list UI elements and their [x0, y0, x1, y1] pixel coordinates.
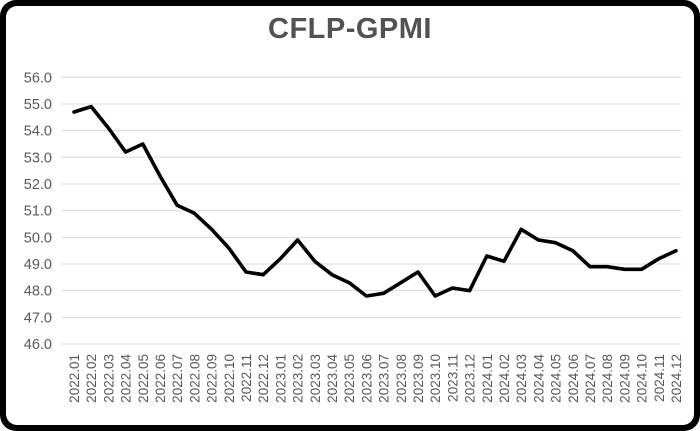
x-tick-label: 2022.07: [170, 354, 185, 403]
x-tick-label: 2023.02: [291, 354, 306, 403]
x-tick-label: 2024.12: [669, 354, 684, 403]
x-tick-label: 2023.10: [428, 354, 443, 403]
x-tick-label: 2023.03: [308, 354, 323, 403]
y-tick-label: 48.0: [24, 284, 52, 300]
y-tick-label: 51.0: [24, 204, 52, 220]
x-tick-label: 2023.01: [273, 354, 288, 403]
y-tick-label: 49.0: [24, 257, 52, 273]
x-tick-label: 2022.09: [205, 354, 220, 403]
data-series-line: [72, 104, 678, 298]
x-tick-label: 2024.09: [617, 354, 632, 403]
x-tick-label: 2024.02: [497, 354, 512, 403]
x-tick-label: 2022.08: [187, 354, 202, 403]
x-tick-label: 2022.10: [222, 354, 237, 403]
x-tick-label: 2023.11: [445, 354, 460, 402]
x-tick-label: 2024.10: [635, 354, 650, 403]
y-tick-label: 50.0: [24, 230, 52, 246]
x-tick-label: 2023.08: [394, 354, 409, 403]
x-tick-label: 2022.03: [101, 354, 116, 403]
chart-panel: [6, 6, 694, 425]
y-tick-label: 46.0: [24, 337, 52, 353]
x-tick-label: 2022.11: [239, 354, 254, 402]
x-tick-label: 2024.04: [531, 354, 546, 403]
y-tick-label: 54.0: [24, 124, 52, 140]
x-tick-label: 2022.05: [136, 354, 151, 403]
x-tick-label: 2022.04: [119, 354, 134, 403]
x-tick-label: 2024.01: [480, 354, 495, 403]
x-tick-label: 2023.09: [411, 354, 426, 403]
x-tick-label: 2024.03: [514, 354, 529, 403]
x-tick-label: 2024.11: [652, 354, 667, 402]
x-tick-label: 2022.12: [256, 354, 271, 403]
x-tick-label: 2023.04: [325, 354, 340, 403]
x-tick-label: 2022.01: [67, 354, 82, 403]
x-tick-label: 2024.08: [600, 354, 615, 403]
x-tick-label: 2022.02: [84, 354, 99, 403]
y-tick-label: 53.0: [24, 150, 52, 166]
y-tick-label: 52.0: [24, 177, 52, 193]
x-tick-label: 2023.05: [342, 354, 357, 403]
y-tick-label: 56.0: [24, 70, 52, 86]
y-tick-label: 55.0: [24, 97, 52, 113]
x-tick-label: 2024.06: [566, 354, 581, 403]
x-tick-label: 2023.12: [463, 354, 478, 403]
y-tick-label: 47.0: [24, 310, 52, 326]
x-tick-label: 2023.06: [359, 354, 374, 403]
x-tick-label: 2023.07: [377, 354, 392, 403]
x-tick-label: 2024.05: [549, 354, 564, 403]
x-tick-label: 2024.07: [583, 354, 598, 403]
x-tick-label: 2022.06: [153, 354, 168, 403]
chart-title: CFLP-GPMI: [268, 13, 432, 45]
